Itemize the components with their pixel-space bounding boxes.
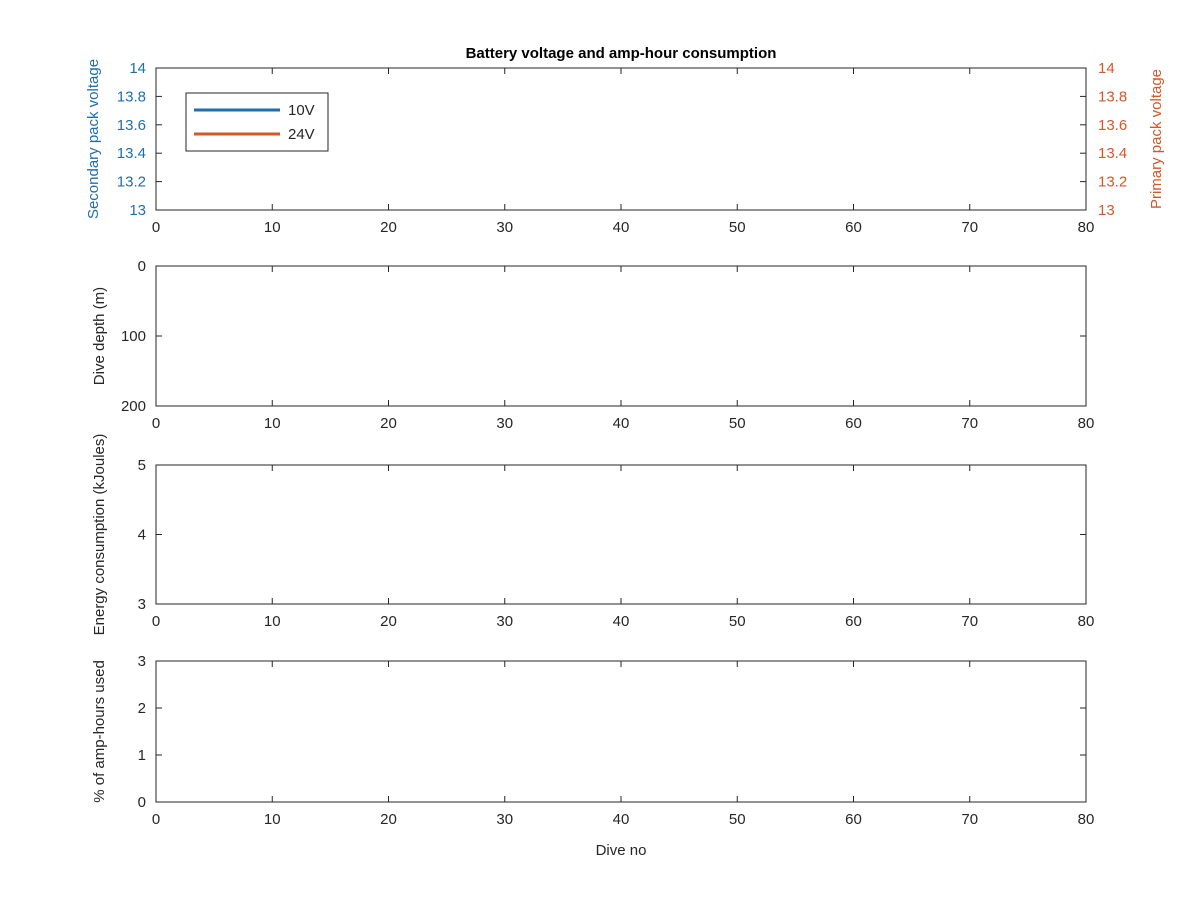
x-tick-label: 30 [496,811,513,828]
y-axis-label: Energy consumption (kJoules) [91,434,108,636]
x-tick-label: 40 [613,219,630,236]
x-tick-label: 0 [152,613,160,630]
y-axis-label: Dive depth (m) [91,287,108,385]
y2-tick-label: 13.6 [1098,117,1127,134]
y-tick-label: 4 [138,527,146,544]
y-tick-label: 13.2 [117,174,146,191]
y2-tick-label: 13.8 [1098,88,1127,105]
y-tick-label: 0 [138,258,146,275]
x-tick-label: 70 [961,811,978,828]
x-tick-label: 20 [380,613,397,630]
x-tick-label: 70 [961,415,978,432]
x-tick-label: 20 [380,219,397,236]
y-tick-label: 14 [129,60,146,77]
axes-frame [155,464,1087,605]
subplot-2: 0 10 20 30 40 50 60 70 80 0 100 200 Dive depth (m) [91,258,1094,432]
x-tick-label: 40 [613,613,630,630]
x-tick-label: 30 [496,219,513,236]
x-tick-label: 80 [1078,219,1095,236]
x-tick-label: 60 [845,219,862,236]
y-tick-label: 13.4 [117,145,146,162]
x-axis-label: Dive no [596,842,647,859]
y-tick-label: 3 [138,653,146,670]
x-tick-label: 10 [264,613,281,630]
x-tick-label: 0 [152,811,160,828]
y-tick-label: 100 [121,328,146,345]
x-tick-label: 10 [264,811,281,828]
x-tick-label: 60 [845,415,862,432]
x-tick-label: 50 [729,219,746,236]
x-tick-label: 70 [961,613,978,630]
x-tick-label: 40 [613,415,630,432]
x-tick-label: 20 [380,415,397,432]
x-tick-label: 50 [729,415,746,432]
x-tick-label: 0 [152,219,160,236]
x-tick-label: 70 [961,219,978,236]
x-tick-label: 80 [1078,415,1095,432]
y-axis-label: Secondary pack voltage [85,59,102,219]
x-tick-label: 60 [845,613,862,630]
legend-box [185,92,329,152]
y-tick-label: 2 [138,700,146,717]
subplot-3: 0 10 20 30 40 50 60 70 80 3 4 5 Energy consumption (… [91,434,1094,636]
y-tick-label: 0 [138,794,146,811]
y2-tick-label: 13.2 [1098,174,1127,191]
x-tick-label: 80 [1078,613,1095,630]
x-tick-label: 60 [845,811,862,828]
x-tick-label: 80 [1078,811,1095,828]
y-tick-label: 1 [138,747,146,764]
legend-label-10v: 10V [288,102,315,119]
y2-tick-label: 14 [1098,60,1115,77]
axes-frame [155,660,1087,803]
y-tick-label: 5 [138,457,146,474]
y-axis-label: % of amp-hours used [91,660,108,803]
axes-frame [155,265,1087,407]
y2-tick-label: 13.4 [1098,145,1127,162]
x-tick-label: 20 [380,811,397,828]
legend-label-24v: 24V [288,126,315,143]
subplot-1: 0 10 20 30 40 50 60 70 801313.213.413.613.814131… [85,45,1165,236]
x-tick-label: 50 [729,613,746,630]
x-tick-label: 30 [496,415,513,432]
x-tick-label: 30 [496,613,513,630]
y-tick-label: 13.6 [117,117,146,134]
x-tick-label: 50 [729,811,746,828]
x-tick-label: 40 [613,811,630,828]
chart-title: Battery voltage and amp-hour consumption [466,45,777,62]
y2-axis-label: Primary pack voltage [1148,69,1165,209]
y2-tick-label: 13 [1098,202,1115,219]
x-tick-label: 10 [264,219,281,236]
subplot-4: 0 10 20 30 40 50 60 70 80 0 1 2 3 % of amp-hours used… [91,653,1094,859]
x-tick-label: 0 [152,415,160,432]
y-tick-label: 3 [138,596,146,613]
x-tick-label: 10 [264,415,281,432]
y-tick-label: 13.8 [117,88,146,105]
y-tick-label: 200 [121,398,146,415]
y-tick-label: 13 [129,202,146,219]
